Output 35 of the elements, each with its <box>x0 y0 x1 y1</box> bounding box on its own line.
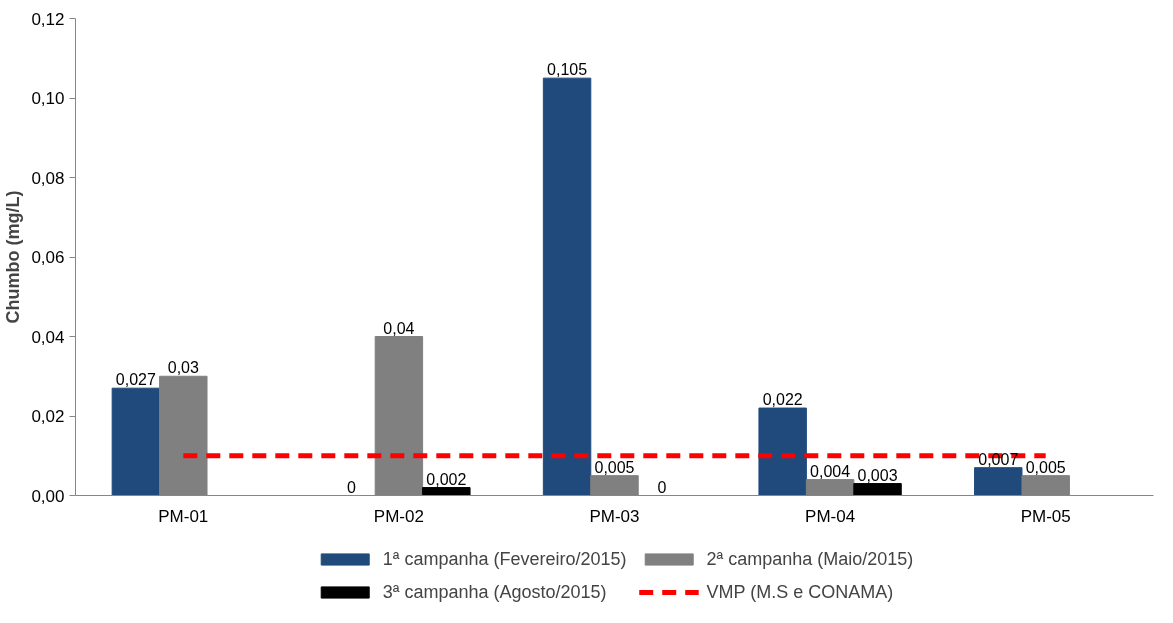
legend-label: 1ª campanha (Fevereiro/2015) <box>382 548 627 570</box>
y-tick-label: 0,10 <box>31 89 65 108</box>
x-tick-label: PM-01 <box>158 506 209 526</box>
data-label: 0,022 <box>762 391 803 409</box>
data-label: 0,003 <box>857 466 898 484</box>
y-tick-label: 0,00 <box>31 486 65 506</box>
y-tick-label: 0,12 <box>31 9 65 29</box>
data-label: 0,04 <box>383 319 415 337</box>
data-label: 0,027 <box>115 371 156 389</box>
data-label: 0,007 <box>978 450 1019 468</box>
data-label: 0,005 <box>1025 458 1066 476</box>
legend-label: 2ª campanha (Maio/2015) <box>706 548 914 570</box>
y-axis-title: Chumbo (mg/L) <box>3 190 24 324</box>
x-tick-label: PM-02 <box>373 506 424 526</box>
data-label: 0,03 <box>167 359 199 377</box>
bar <box>974 467 1023 496</box>
legend-label: 3ª campanha (Agosto/2015) <box>382 581 607 603</box>
data-label: 0,105 <box>547 61 588 79</box>
bar <box>111 387 161 496</box>
y-tick-label: 0,02 <box>31 407 65 426</box>
bar <box>542 77 592 496</box>
data-label: 0,004 <box>810 462 851 480</box>
x-tick-label: PM-04 <box>805 506 856 526</box>
y-tick-label: 0,08 <box>31 168 65 188</box>
x-tick-label: PM-05 <box>1020 506 1071 526</box>
data-label: 0,002 <box>426 470 467 488</box>
bar <box>758 407 807 496</box>
x-tick-label: PM-03 <box>589 506 640 526</box>
legend-label: VMP (M.S e CONAMA) <box>706 581 894 603</box>
data-label: 0 <box>657 478 667 496</box>
data-label: 0 <box>347 478 357 496</box>
y-tick-label: 0,04 <box>31 327 65 347</box>
data-label: 0,005 <box>594 458 635 476</box>
y-tick-label: 0,06 <box>31 248 65 267</box>
bar <box>853 483 902 496</box>
